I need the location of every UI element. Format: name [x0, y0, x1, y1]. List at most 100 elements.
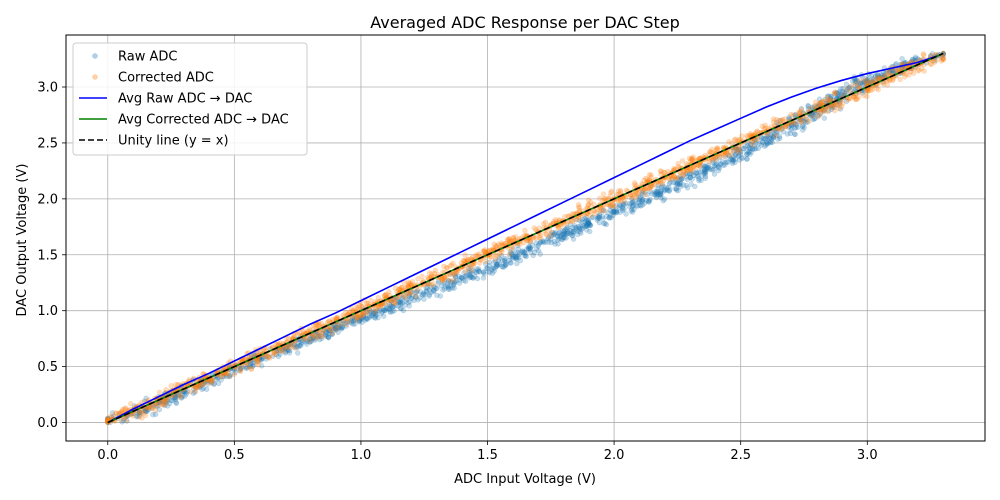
scatter-point	[472, 269, 478, 275]
scatter-point	[372, 310, 378, 316]
scatter-point	[432, 285, 438, 291]
scatter-point	[803, 116, 809, 122]
scatter-point	[582, 219, 588, 225]
scatter-point	[764, 140, 770, 147]
scatter-point	[560, 231, 567, 238]
scatter-point	[397, 305, 404, 312]
scatter-point	[702, 164, 708, 170]
scatter-point	[799, 123, 806, 130]
scatter-point	[744, 156, 750, 162]
scatter-point	[465, 256, 471, 262]
scatter-point	[146, 406, 152, 413]
x-tick-label: 0.0	[97, 448, 118, 463]
scatter-point	[706, 166, 712, 173]
scatter-point	[692, 183, 698, 190]
scatter-point	[215, 380, 222, 387]
scatter-point	[583, 222, 589, 228]
scatter-point	[343, 321, 349, 328]
scatter-point	[750, 146, 756, 152]
scatter-point	[630, 209, 636, 215]
scatter-point	[684, 167, 690, 173]
scatter-point	[461, 270, 467, 276]
scatter-point	[789, 125, 795, 132]
scatter-point	[413, 294, 419, 301]
scatter-point	[683, 182, 689, 189]
scatter-point	[128, 401, 134, 407]
scatter-point	[492, 256, 499, 262]
scatter-point	[710, 167, 716, 173]
scatter-point	[135, 411, 141, 417]
scatter-point	[795, 124, 801, 130]
scatter-point	[704, 164, 710, 170]
scatter-point	[552, 229, 558, 235]
scatter-point	[522, 227, 528, 234]
scatter-point	[792, 125, 798, 131]
scatter-point	[523, 254, 529, 260]
scatter-point	[379, 309, 385, 315]
scatter-point	[725, 159, 731, 165]
scatter-point	[827, 96, 834, 102]
scatter-point	[547, 231, 554, 237]
scatter-point	[818, 110, 824, 116]
scatter-point	[653, 190, 659, 196]
scatter-point	[441, 280, 447, 286]
scatter-point	[746, 149, 753, 155]
scatter-point	[780, 129, 786, 135]
scatter-point	[326, 334, 332, 340]
scatter-point	[441, 278, 448, 285]
scatter-point	[445, 286, 452, 293]
scatter-point	[635, 203, 641, 209]
scatter-point	[753, 140, 759, 146]
scatter-point	[373, 312, 379, 318]
scatter-point	[928, 61, 934, 68]
scatter-point	[810, 113, 816, 119]
scatter-point	[494, 261, 500, 268]
scatter-point	[790, 112, 796, 118]
scatter-point	[755, 145, 761, 152]
scatter-point	[722, 160, 728, 166]
scatter-point	[458, 275, 465, 281]
scatter-point	[215, 374, 221, 381]
scatter-point	[510, 253, 517, 260]
scatter-point	[311, 336, 318, 342]
scatter-point	[803, 119, 809, 126]
scatter-point	[675, 187, 681, 194]
scatter-point	[582, 223, 588, 230]
scatter-point	[389, 304, 396, 310]
scatter-point	[409, 293, 416, 299]
scatter-point	[816, 96, 823, 102]
scatter-point	[577, 225, 583, 231]
scatter-point	[592, 208, 598, 214]
scatter-point	[579, 225, 586, 231]
scatter-point	[670, 179, 677, 186]
scatter-point	[631, 206, 637, 213]
scatter-point	[811, 116, 818, 122]
scatter-point	[715, 168, 722, 174]
scatter-point	[397, 298, 403, 304]
scatter-point	[339, 320, 345, 326]
scatter-point	[514, 256, 520, 262]
scatter-point	[673, 187, 680, 193]
scatter-point	[797, 109, 803, 115]
scatter-point	[535, 243, 541, 249]
scatter-point	[510, 246, 516, 252]
scatter-point	[316, 321, 322, 328]
scatter-point	[382, 301, 388, 307]
scatter-point	[250, 363, 256, 369]
scatter-point	[675, 160, 681, 167]
scatter-point	[389, 308, 396, 315]
scatter-point	[675, 175, 682, 181]
scatter-point	[467, 272, 473, 278]
scatter-point	[698, 169, 704, 175]
scatter-point	[515, 246, 522, 252]
scatter-point	[441, 286, 448, 292]
scatter-point	[527, 246, 533, 252]
scatter-point	[498, 252, 505, 259]
scatter-point	[522, 250, 528, 256]
scatter-point	[329, 331, 335, 337]
scatter-point	[432, 267, 439, 274]
scatter-point	[543, 231, 549, 237]
scatter-point	[445, 278, 452, 284]
scatter-point	[804, 117, 810, 123]
